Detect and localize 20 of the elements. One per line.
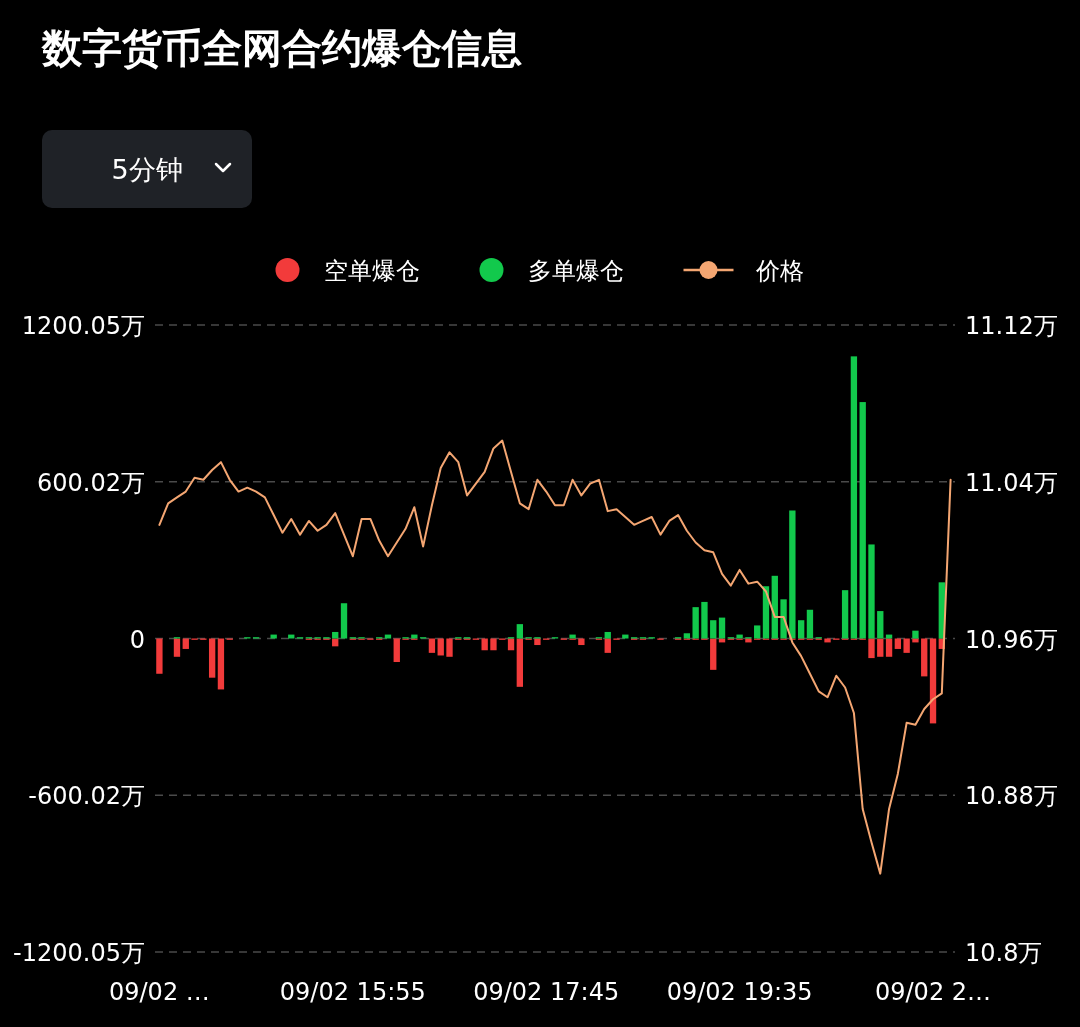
chart-title: 数字货币全网合约爆仓信息	[41, 25, 522, 71]
y-tick-label: 0	[129, 625, 145, 654]
dropdown: 5分钟	[42, 130, 252, 208]
y2-tick-label: 10.88万	[965, 782, 1058, 811]
y2-tick-label: 10.8万	[965, 939, 1043, 967]
x-tick-label: 09/02 …	[109, 978, 210, 1006]
x-tick-label: 09/02 17:45	[473, 978, 620, 1006]
x-tick-label: 09/02 15:55	[279, 978, 426, 1006]
legend-label: 价格	[754, 257, 804, 285]
x-tick-label: 09/02 2…	[874, 978, 992, 1006]
y-tick-label: 600.02万	[37, 468, 145, 497]
y-tick-label: -600.02万	[28, 782, 145, 811]
legend-label: 多单爆仓	[527, 257, 624, 285]
y-tick-label: 1200.05万	[21, 312, 145, 340]
legend-label: 空单爆仓	[323, 257, 420, 285]
y2-tick-label: 11.04万	[965, 468, 1058, 497]
y2-tick-label: 11.12万	[965, 312, 1058, 340]
y-tick-label: -1200.05万	[13, 939, 145, 967]
x-tick-label: 09/02 19:35	[666, 978, 813, 1006]
y2-tick-label: 10.96万	[965, 625, 1058, 654]
